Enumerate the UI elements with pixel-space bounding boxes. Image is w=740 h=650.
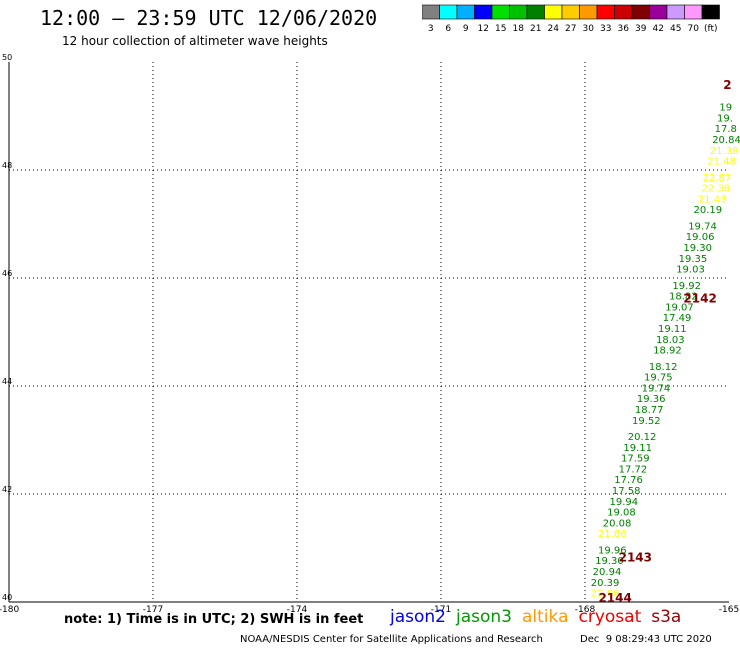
y-tick-label: 46 bbox=[2, 269, 12, 278]
wave-height-label: 19.75 bbox=[644, 373, 673, 384]
wave-height-label: 19.92 bbox=[672, 281, 701, 292]
wave-height-label: 17.72 bbox=[619, 464, 648, 475]
pass-time-label: 2142 bbox=[683, 291, 716, 305]
x-tick-label: -174 bbox=[287, 605, 308, 615]
legend-label: 33 bbox=[600, 24, 611, 34]
wave-height-label: 19.52 bbox=[632, 416, 661, 427]
legend-label: 45 bbox=[670, 24, 681, 34]
x-tick-label: -180 bbox=[0, 605, 19, 615]
wave-height-label: 17.59 bbox=[621, 454, 650, 465]
wave-height-label: 21.43 bbox=[698, 194, 727, 205]
wave-height-label: 19 bbox=[719, 103, 732, 114]
wave-height-label: 20.08 bbox=[603, 518, 632, 529]
legend-label: 70 bbox=[688, 24, 700, 34]
wave-height-label: 22.87 bbox=[703, 173, 732, 184]
pass-time-label: 2144 bbox=[598, 591, 631, 605]
wave-height-label: 18.03 bbox=[656, 335, 685, 346]
legend-label: 9 bbox=[463, 24, 469, 34]
legend-label: 15 bbox=[495, 24, 506, 34]
legend-label: 12 bbox=[478, 24, 489, 34]
pass-time-label: 2 bbox=[723, 78, 731, 92]
wave-height-label: 21.48 bbox=[707, 157, 736, 168]
mission-cryosat: cryosat bbox=[578, 607, 642, 627]
legend-label: 24 bbox=[548, 24, 560, 34]
legend-label: 36 bbox=[618, 24, 630, 34]
wave-height-label: 18.82 bbox=[669, 292, 698, 303]
wave-height-label: 19.74 bbox=[642, 383, 671, 394]
legend-label: 6 bbox=[445, 24, 451, 34]
footer-credit: NOAA/NESDIS Center for Satellite Applica… bbox=[240, 634, 543, 645]
wave-height-label: 19.96 bbox=[598, 545, 627, 556]
wave-height-label: 19.03 bbox=[676, 265, 705, 276]
legend-label: 27 bbox=[565, 24, 576, 34]
wave-height-label: 19.11 bbox=[658, 324, 687, 335]
wave-height-label: 18.12 bbox=[649, 362, 678, 373]
wave-height-label: 21.38 bbox=[710, 146, 739, 157]
wave-height-label: 19. bbox=[717, 113, 733, 124]
wave-height-label: 18.77 bbox=[635, 405, 664, 416]
legend-label: 18 bbox=[513, 24, 525, 34]
wave-height-label: 19.11 bbox=[623, 443, 652, 454]
y-tick-label: 44 bbox=[2, 377, 12, 386]
footer-timestamp: Dec 9 08:29:43 UTC 2020 bbox=[580, 634, 712, 645]
wave-height-label: 17.8 bbox=[715, 124, 737, 135]
mission-altika: altika bbox=[522, 607, 569, 627]
wave-height-label: 19.74 bbox=[688, 221, 717, 232]
wave-height-label: 21.86 bbox=[598, 529, 627, 540]
wave-height-label: 19.36 bbox=[637, 394, 666, 405]
page-subtitle: 12 hour collection of altimeter wave hei… bbox=[62, 34, 328, 48]
legend-label: (ft) bbox=[704, 24, 718, 34]
wave-height-label: 17.58 bbox=[612, 486, 641, 497]
wave-height-label: 20.94 bbox=[593, 567, 622, 578]
mission-legend: jason2 jason3 altika cryosat s3a bbox=[390, 607, 691, 627]
wave-height-label: 17.49 bbox=[663, 313, 692, 324]
wave-height-label: 19.30 bbox=[595, 556, 624, 567]
wave-height-label: 19.30 bbox=[683, 243, 712, 254]
legend-label: 30 bbox=[583, 24, 595, 34]
wave-height-label: 22.38 bbox=[702, 184, 731, 195]
wave-height-label: 17.76 bbox=[614, 475, 643, 486]
y-tick-label: 40 bbox=[2, 593, 12, 602]
y-tick-label: 42 bbox=[2, 485, 12, 494]
x-tick-label: -177 bbox=[143, 605, 163, 615]
pass-time-label: 2143 bbox=[619, 551, 652, 565]
legend-label: 42 bbox=[653, 24, 664, 34]
y-tick-label: 50 bbox=[2, 53, 12, 62]
wave-height-label: 22.66 bbox=[591, 589, 620, 600]
legend-label: 39 bbox=[635, 24, 647, 34]
wave-height-label: 19.35 bbox=[679, 254, 708, 265]
wave-height-label: 20.19 bbox=[693, 205, 722, 216]
legend-label: 21 bbox=[530, 24, 541, 34]
wave-height-label: 20.84 bbox=[712, 135, 740, 146]
wave-height-label: 18.92 bbox=[653, 346, 682, 357]
y-tick-label: 48 bbox=[2, 161, 12, 170]
color-scale-legend: 3 6 9 12 15 18 21 24 27 30 33 36 39 42 45 70 (ft) bbox=[422, 4, 720, 34]
mission-jason2: jason2 bbox=[390, 607, 446, 627]
mission-s3a: s3a bbox=[651, 607, 682, 627]
x-tick-label: -165 bbox=[719, 605, 739, 615]
footer-note: note: 1) Time is in UTC; 2) SWH is in fe… bbox=[64, 612, 364, 627]
legend-label: 3 bbox=[428, 24, 434, 34]
x-tick-label: -168 bbox=[575, 605, 596, 615]
wave-height-label: 20.39 bbox=[591, 578, 620, 589]
wave-height-label: 20.12 bbox=[628, 432, 657, 443]
mission-jason3: jason3 bbox=[456, 607, 512, 627]
wave-height-label: 19.06 bbox=[686, 232, 715, 243]
wave-height-label: 19.07 bbox=[665, 302, 694, 313]
page-title: 12:00 – 23:59 UTC 12/06/2020 bbox=[40, 6, 378, 30]
wave-height-label: 19.94 bbox=[609, 497, 638, 508]
legend-color-box bbox=[701, 4, 720, 20]
x-tick-label: -171 bbox=[431, 605, 451, 615]
wave-height-label: 19.08 bbox=[607, 508, 636, 519]
